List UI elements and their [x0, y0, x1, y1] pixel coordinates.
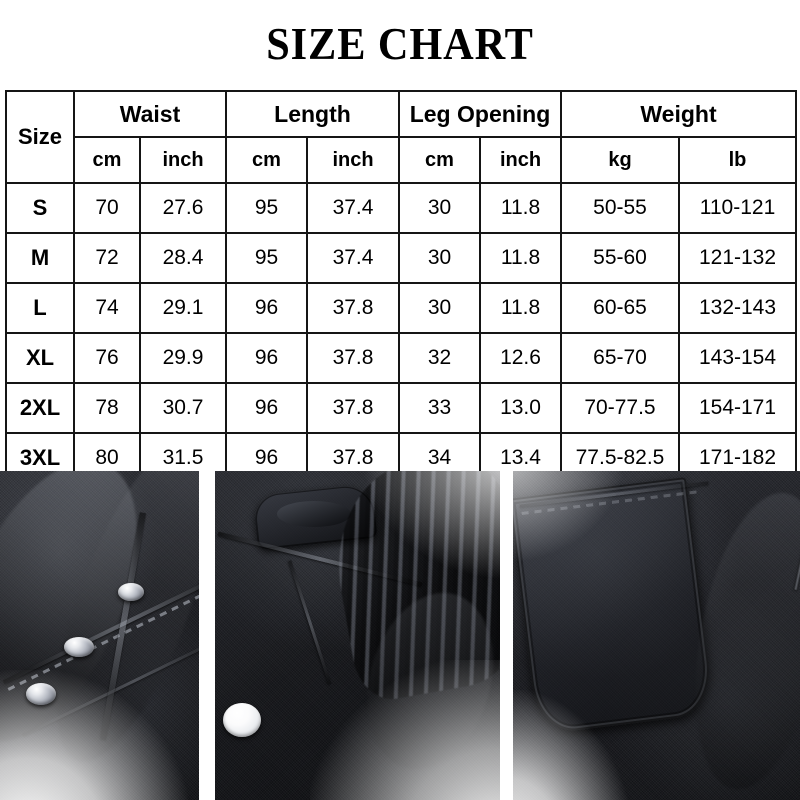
header-weight: Weight [559, 90, 798, 138]
header-leg-opening: Leg Opening [398, 90, 562, 138]
denim-snap-buttons-closeup [0, 471, 199, 800]
cell-leg-inch: 12.6 [479, 332, 562, 384]
snap-button-icon [118, 583, 144, 601]
table-row: 2XL 78 30.7 96 37.8 33 13.0 70-77.5 154-… [5, 382, 798, 434]
cell-waist-inch: 30.7 [139, 382, 227, 434]
cell-leg-inch: 11.8 [479, 232, 562, 284]
header-length: Length [225, 90, 400, 138]
cell-length-inch: 37.8 [306, 332, 400, 384]
snap-button-icon [64, 637, 94, 657]
subheader-waist-inch: inch [139, 136, 227, 184]
cell-waist-inch: 29.9 [139, 332, 227, 384]
cell-size: M [5, 232, 75, 284]
subheader-weight-kg: kg [560, 136, 680, 184]
page-title: SIZE CHART [266, 18, 534, 69]
cell-waist-cm: 72 [73, 232, 141, 284]
cell-waist-inch: 29.1 [139, 282, 227, 334]
cell-length-inch: 37.4 [306, 182, 400, 234]
denim-collar-flap-closeup [215, 471, 500, 800]
table-header: Size Waist Length Leg Opening Weight cm … [5, 90, 798, 184]
cell-size: XL [5, 332, 75, 384]
studio-highlight [360, 471, 500, 581]
cell-weight-kg: 55-60 [560, 232, 680, 284]
cell-weight-lb: 154-171 [677, 382, 798, 434]
cell-leg-cm: 33 [398, 382, 481, 434]
cell-waist-cm: 78 [73, 382, 141, 434]
cell-size: 2XL [5, 382, 75, 434]
cell-leg-cm: 32 [398, 332, 481, 384]
cell-leg-inch: 11.8 [479, 182, 562, 234]
cell-waist-cm: 70 [73, 182, 141, 234]
subheader-weight-lb: lb [677, 136, 798, 184]
subheader-waist-cm: cm [73, 136, 141, 184]
size-chart-table-wrapper: Size Waist Length Leg Opening Weight cm … [5, 90, 798, 484]
cell-length-inch: 37.4 [306, 232, 400, 284]
subheader-leg-cm: cm [398, 136, 481, 184]
cell-length-cm: 95 [225, 232, 308, 284]
cell-length-cm: 96 [225, 332, 308, 384]
header-size: Size [5, 90, 75, 184]
cell-leg-inch: 11.8 [479, 282, 562, 334]
studio-highlight [310, 660, 500, 800]
subheader-length-inch: inch [306, 136, 400, 184]
cell-size: S [5, 182, 75, 234]
table-body: S 70 27.6 95 37.4 30 11.8 50-55 110-121 … [5, 182, 798, 484]
cell-leg-inch: 13.0 [479, 382, 562, 434]
cell-weight-kg: 65-70 [560, 332, 680, 384]
denim-back-pocket-closeup [513, 471, 800, 800]
photo-gap [199, 471, 215, 800]
cell-weight-kg: 70-77.5 [560, 382, 680, 434]
cell-length-cm: 96 [225, 282, 308, 334]
cell-weight-lb: 132-143 [677, 282, 798, 334]
cell-weight-lb: 121-132 [677, 232, 798, 284]
cell-waist-cm: 74 [73, 282, 141, 334]
cell-weight-kg: 50-55 [560, 182, 680, 234]
cell-waist-inch: 27.6 [139, 182, 227, 234]
cell-weight-lb: 110-121 [677, 182, 798, 234]
cell-leg-cm: 30 [398, 232, 481, 284]
cell-weight-kg: 60-65 [560, 282, 680, 334]
cell-leg-cm: 30 [398, 282, 481, 334]
subheader-length-cm: cm [225, 136, 308, 184]
studio-highlight [513, 690, 633, 800]
collar-flap-highlight [277, 501, 351, 527]
header-group-row: Size Waist Length Leg Opening Weight [5, 90, 798, 184]
cell-weight-lb: 143-154 [677, 332, 798, 384]
cell-length-cm: 96 [225, 382, 308, 434]
studio-highlight [513, 471, 623, 561]
table-row: M 72 28.4 95 37.4 30 11.8 55-60 121-132 [5, 232, 798, 284]
header-subunit-row: cm inch cm inch cm inch kg lb [6, 136, 798, 184]
cell-waist-cm: 76 [73, 332, 141, 384]
cell-waist-inch: 28.4 [139, 232, 227, 284]
subheader-leg-inch: inch [479, 136, 562, 184]
snap-button-icon [26, 683, 56, 705]
size-chart-table: Size Waist Length Leg Opening Weight cm … [5, 90, 798, 484]
product-photo-strip [0, 471, 800, 800]
table-row: L 74 29.1 96 37.8 30 11.8 60-65 132-143 [5, 282, 798, 334]
table-row: S 70 27.6 95 37.4 30 11.8 50-55 110-121 [5, 182, 798, 234]
cell-leg-cm: 30 [398, 182, 481, 234]
cell-size: L [5, 282, 75, 334]
header-waist: Waist [73, 90, 227, 138]
cell-length-inch: 37.8 [306, 382, 400, 434]
photo-gap [500, 471, 513, 800]
table-row: XL 76 29.9 96 37.8 32 12.6 65-70 143-154 [5, 332, 798, 384]
cell-length-inch: 37.8 [306, 282, 400, 334]
snap-button-icon [223, 703, 261, 737]
cell-length-cm: 95 [225, 182, 308, 234]
